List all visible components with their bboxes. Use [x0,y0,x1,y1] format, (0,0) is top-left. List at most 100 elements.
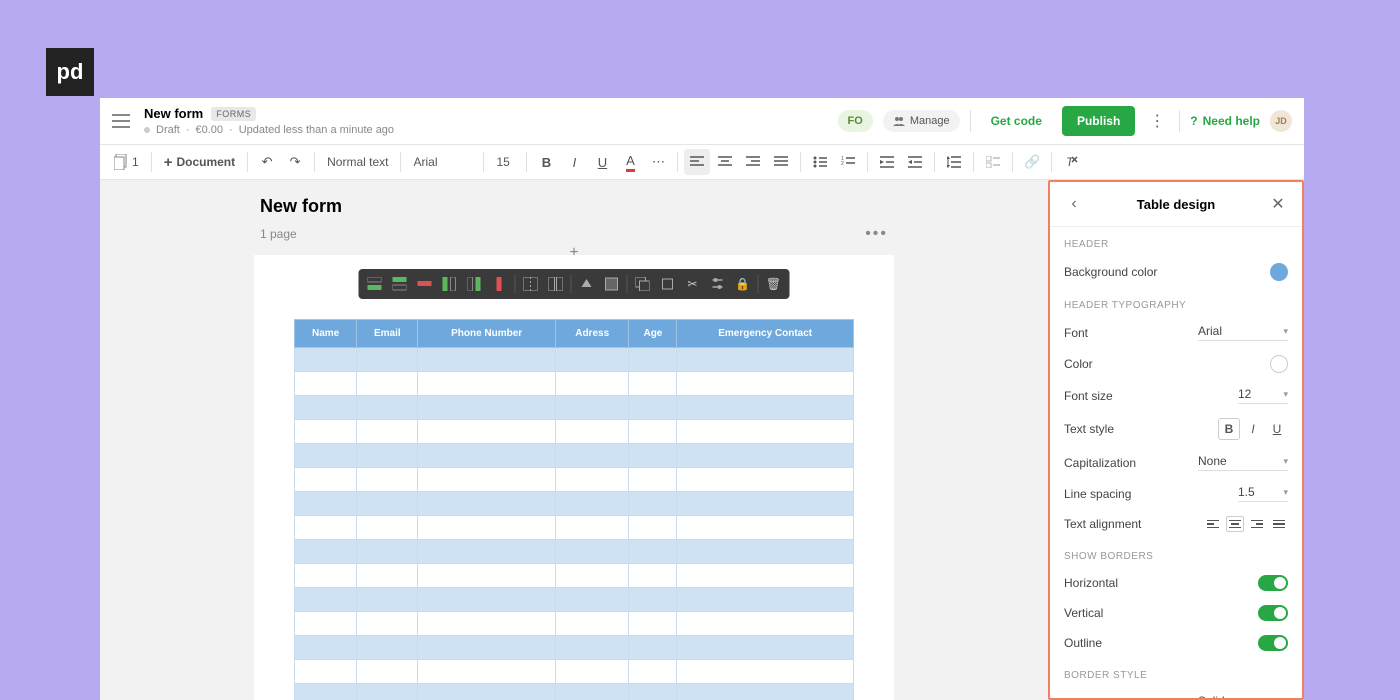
table-cell[interactable] [677,660,854,684]
menu-icon[interactable] [112,114,130,128]
redo-button[interactable]: ↷ [282,149,308,175]
style-select[interactable]: Normal text [321,151,394,173]
table-cell[interactable] [629,588,677,612]
bold-toggle[interactable]: B [1218,418,1240,440]
table-cell[interactable] [295,612,357,636]
table-cell[interactable] [555,444,629,468]
manage-button[interactable]: Manage [883,110,960,132]
table-cell[interactable] [677,492,854,516]
table-cell[interactable] [629,444,677,468]
table-row[interactable] [295,540,854,564]
align-right-toggle[interactable] [1248,516,1266,532]
table-cell[interactable] [677,540,854,564]
table-cell[interactable] [629,492,677,516]
table-cell[interactable] [295,588,357,612]
duplicate-icon[interactable] [656,273,680,295]
table-cell[interactable] [555,468,629,492]
table-cell[interactable] [555,372,629,396]
table-cell[interactable] [677,396,854,420]
font-select[interactable]: Arial [407,151,477,173]
table-cell[interactable] [357,684,418,700]
align-center-toggle[interactable] [1226,516,1244,532]
table-cell[interactable] [295,492,357,516]
table-cell[interactable] [555,492,629,516]
link-button[interactable]: 🔗 [1019,149,1045,175]
table-cell[interactable] [629,660,677,684]
table-cell[interactable] [677,588,854,612]
bold-button[interactable]: B [533,149,559,175]
align-left-toggle[interactable] [1204,516,1222,532]
table-header-cell[interactable]: Name [295,320,357,348]
table-cell[interactable] [629,684,677,700]
align-center-button[interactable] [712,149,738,175]
table-cell[interactable] [555,588,629,612]
align-right-button[interactable] [740,149,766,175]
size-select[interactable]: 15 [490,151,520,173]
insert-col-left-icon[interactable] [438,273,462,295]
table-cell[interactable] [295,468,357,492]
table-cell[interactable] [418,564,555,588]
table-cell[interactable] [295,372,357,396]
table-cell[interactable] [629,468,677,492]
table-row[interactable] [295,684,854,700]
table-cell[interactable] [677,612,854,636]
more-format-button[interactable]: ⋯ [645,149,671,175]
outline-toggle[interactable] [1258,635,1288,651]
table-cell[interactable] [357,516,418,540]
bullet-list-button[interactable] [807,149,833,175]
font-select-panel[interactable]: Arial▾ [1198,324,1288,341]
table-cell[interactable] [418,348,555,372]
doc-title[interactable]: New form [144,106,203,121]
align-justify-button[interactable] [768,149,794,175]
delete-icon[interactable]: 🗑 [762,273,786,295]
table-header-cell[interactable]: Emergency Contact [677,320,854,348]
table-cell[interactable] [555,564,629,588]
table-row[interactable] [295,564,854,588]
table-cell[interactable] [295,660,357,684]
add-document-button[interactable]: + Document [158,149,241,175]
table-row[interactable] [295,660,854,684]
insert-row-above-icon[interactable] [363,273,387,295]
table-cell[interactable] [295,420,357,444]
vertical-toggle[interactable] [1258,605,1288,621]
bg-color-swatch[interactable] [1270,263,1288,281]
page[interactable]: ✂ 🔒 🗑 NameEmailPhone NumberAdressAgeEmer… [254,255,894,700]
avatar[interactable]: JD [1270,110,1292,132]
table-cell[interactable] [418,660,555,684]
table-cell[interactable] [677,420,854,444]
text-color-button[interactable]: A [617,149,643,175]
undo-button[interactable]: ↶ [254,149,280,175]
table-cell[interactable] [629,516,677,540]
table-row[interactable] [295,516,854,540]
table-cell[interactable] [357,492,418,516]
help-link[interactable]: ? Need help [1190,114,1260,128]
table-cell[interactable] [629,348,677,372]
table-header-cell[interactable]: Email [357,320,418,348]
table-cell[interactable] [629,540,677,564]
table-cell[interactable] [295,636,357,660]
table-cell[interactable] [418,396,555,420]
cell-border-icon[interactable] [600,273,624,295]
table-cell[interactable] [357,564,418,588]
fo-badge[interactable]: FO [838,110,873,132]
table-cell[interactable] [357,636,418,660]
table-cell[interactable] [629,612,677,636]
table-cell[interactable] [677,372,854,396]
table-row[interactable] [295,588,854,612]
lock-icon[interactable]: 🔒 [731,273,755,295]
table-cell[interactable] [357,396,418,420]
table-cell[interactable] [357,468,418,492]
settings-icon[interactable] [706,273,730,295]
horizontal-toggle[interactable] [1258,575,1288,591]
table-cell[interactable] [629,564,677,588]
table-cell[interactable] [555,540,629,564]
get-code-button[interactable]: Get code [981,108,1052,134]
delete-row-icon[interactable] [413,273,437,295]
checklist-button[interactable] [980,149,1006,175]
back-icon[interactable]: ‹ [1062,192,1086,216]
indent-decrease-button[interactable] [874,149,900,175]
fontsize-select[interactable]: 12▾ [1238,387,1288,404]
underline-toggle[interactable]: U [1266,418,1288,440]
table-cell[interactable] [295,396,357,420]
clear-format-button[interactable]: T [1058,149,1084,175]
